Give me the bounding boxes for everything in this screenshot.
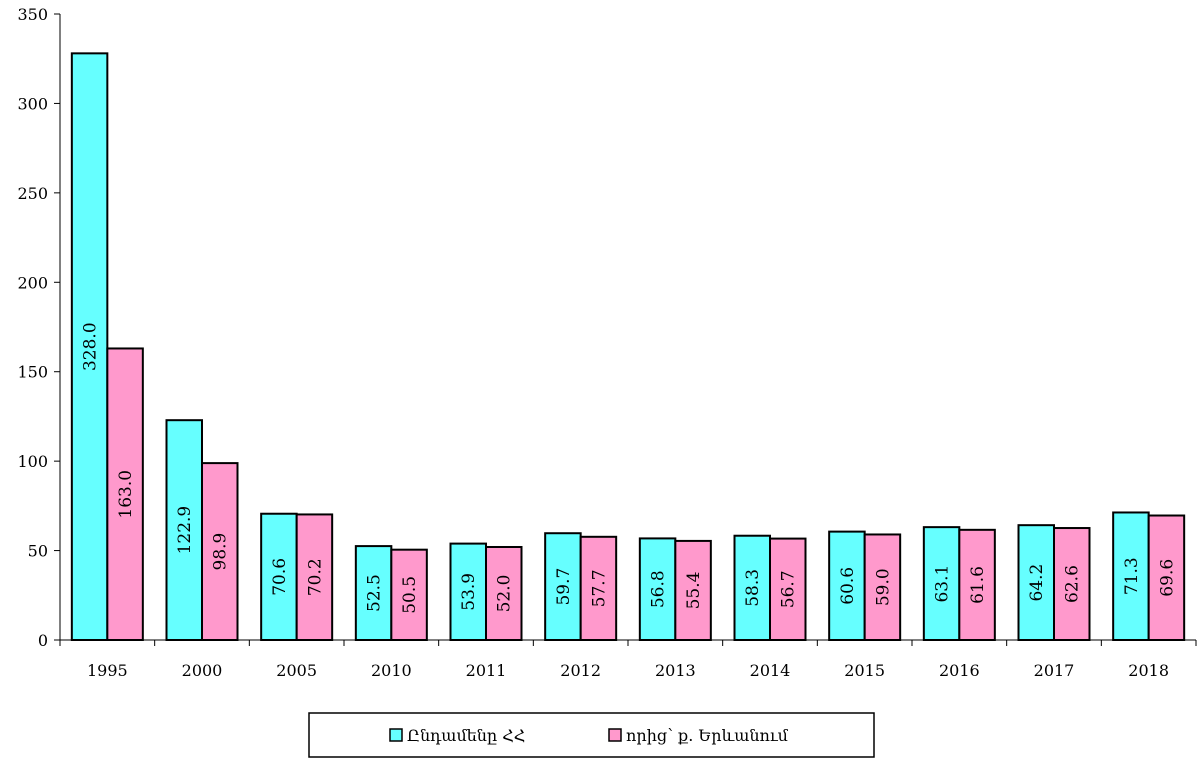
data-label-yerevan-2018: 69.6 (1157, 559, 1177, 597)
data-label-armenia-total-2011: 53.9 (459, 573, 479, 611)
bar-yerevan-2017 (1053, 527, 1091, 641)
x-tick-label-2015: 2015 (844, 661, 885, 680)
x-tick-label-2013: 2013 (655, 661, 696, 680)
bar-yerevan-2016 (958, 528, 996, 641)
data-label-armenia-total-2017: 64.2 (1027, 564, 1047, 602)
bar-yerevan-2012 (579, 535, 618, 642)
y-tick-label-200: 200 (17, 273, 48, 292)
x-tick-label-2011: 2011 (466, 661, 507, 680)
y-tick-label-150: 150 (17, 363, 48, 382)
x-tick-label-2018: 2018 (1128, 661, 1169, 680)
y-tick-label-50: 50 (28, 542, 48, 561)
x-tick-label-2000: 2000 (182, 661, 223, 680)
data-label-yerevan-2011: 52.0 (495, 575, 515, 613)
data-label-yerevan-2017: 62.6 (1063, 565, 1083, 603)
y-tick-label-300: 300 (17, 94, 48, 113)
bar-yerevan-2018 (1147, 514, 1186, 642)
data-label-yerevan-2014: 56.7 (779, 570, 799, 608)
bar-armenia-total-2018 (1112, 511, 1150, 641)
data-label-yerevan-2012: 57.7 (589, 569, 609, 607)
data-label-yerevan-2016: 61.6 (968, 566, 988, 604)
axes: 0 50 100 150 200 250 300 350 1995 2000 2005 2010 201… (17, 5, 1197, 680)
y-tick-label-100: 100 (17, 452, 48, 471)
data-label-armenia-total-2000: 122.9 (175, 506, 195, 555)
legend-item-yerevan-swatch (608, 728, 622, 742)
x-tick-label-2017: 2017 (1034, 661, 1075, 680)
bar-yerevan-2015 (863, 533, 902, 642)
bar-yerevan-2014 (769, 537, 807, 642)
x-tick-label-2012: 2012 (560, 661, 601, 680)
data-label-armenia-total-2010: 52.5 (365, 574, 385, 612)
legend-item-yerevan-label: որից՝ ք. Երևանում (626, 726, 789, 745)
data-label-yerevan-2013: 55.4 (684, 572, 704, 610)
bar-armenia-total-2015 (828, 530, 866, 641)
bar-yerevan-1995 (106, 347, 144, 641)
bar-armenia-total-2016 (922, 526, 961, 641)
bar-yerevan-2011 (485, 545, 523, 641)
x-tick-label-2014: 2014 (750, 661, 791, 680)
data-label-armenia-total-1995: 328.0 (81, 322, 101, 371)
plot-area: 328.0 163.0 122.9 98.9 70.6 70.2 52.5 50.5 53.9 5… (70, 52, 1186, 642)
bar-yerevan-2013 (674, 539, 712, 642)
legend-box (308, 712, 875, 758)
y-tick-label-250: 250 (17, 184, 48, 203)
legend-item-armenia-total-label: Ընդամենը ՀՀ (407, 726, 525, 745)
data-label-yerevan-2010: 50.5 (400, 576, 420, 614)
data-label-armenia-total-2016: 63.1 (933, 565, 953, 603)
bar-yerevan-2005 (295, 513, 334, 641)
bar-armenia-total-1995 (70, 52, 109, 641)
data-label-yerevan-2005: 70.2 (305, 558, 325, 596)
x-tick-label-2010: 2010 (371, 661, 412, 680)
data-label-armenia-total-2015: 60.6 (838, 567, 858, 605)
legend: Ընդամենը ՀՀ որից՝ ք. Երևանում (308, 712, 875, 758)
legend-item-armenia-total-swatch (389, 728, 403, 742)
x-tick-label-2005: 2005 (276, 661, 317, 680)
data-label-armenia-total-2005: 70.6 (270, 558, 290, 596)
data-label-yerevan-2015: 59.0 (873, 568, 893, 606)
bar-yerevan-2000 (201, 462, 239, 641)
data-label-yerevan-1995: 163.0 (116, 470, 136, 519)
y-tick-label-350: 350 (17, 5, 48, 24)
y-tick-label-0: 0 (38, 631, 48, 650)
data-label-armenia-total-2014: 58.3 (743, 569, 763, 607)
data-label-armenia-total-2013: 56.8 (649, 570, 669, 608)
data-label-armenia-total-2012: 59.7 (554, 568, 574, 606)
data-label-armenia-total-2018: 71.3 (1122, 557, 1142, 595)
bar-armenia-total-2017 (1017, 524, 1055, 641)
x-tick-label-1995: 1995 (87, 661, 128, 680)
data-label-yerevan-2000: 98.9 (211, 533, 231, 571)
x-tick-label-2016: 2016 (939, 661, 980, 680)
bar-yerevan-2010 (390, 548, 428, 641)
